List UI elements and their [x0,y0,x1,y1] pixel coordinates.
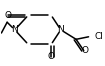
Text: N: N [57,25,64,34]
Text: O: O [4,11,11,20]
Text: O: O [81,46,88,55]
Text: N: N [11,25,18,34]
Text: Cl: Cl [94,32,103,41]
Text: O: O [48,52,55,61]
